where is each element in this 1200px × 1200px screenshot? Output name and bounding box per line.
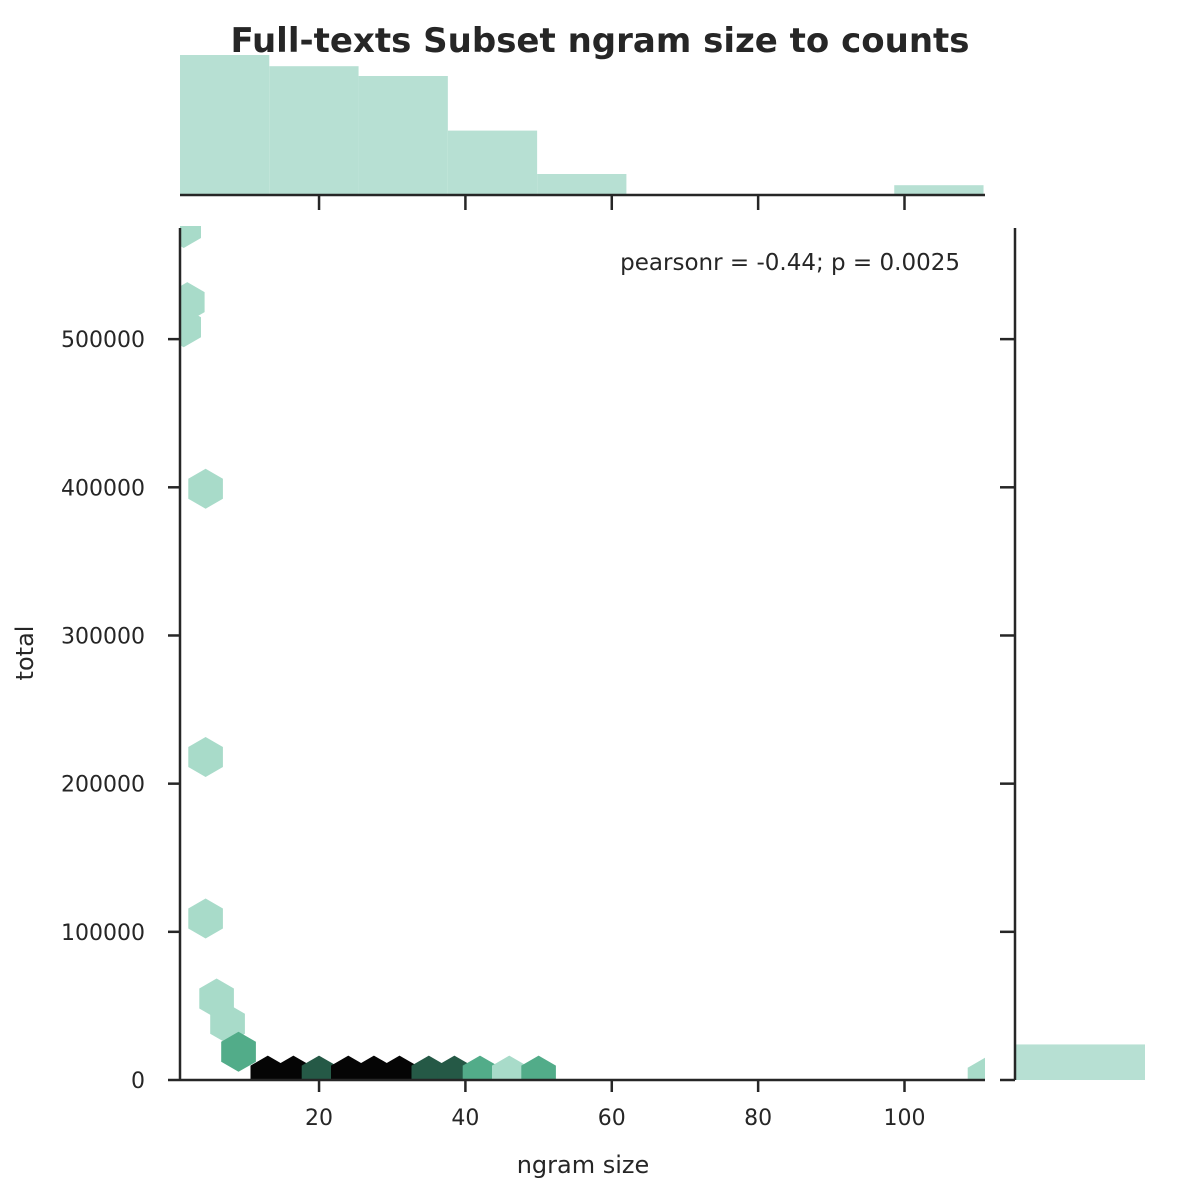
hexbin-cell xyxy=(521,1055,556,1080)
marginal-x-bar xyxy=(894,185,984,195)
x-axis-label: ngram size xyxy=(517,1151,650,1179)
marginal-x-bar xyxy=(358,76,448,195)
hexbin-cell xyxy=(188,898,223,939)
y-tick-label: 100000 xyxy=(61,921,145,946)
y-tick-label: 200000 xyxy=(61,773,145,798)
marginal-x-bar xyxy=(537,174,627,195)
y-tick-label: 500000 xyxy=(61,328,145,353)
pearson-annotation: pearsonr = -0.44; p = 0.0025 xyxy=(620,250,960,276)
marginal-x-bar xyxy=(447,130,538,195)
hexbin-cell xyxy=(301,1055,337,1080)
y-axis: 0 100000 200000 300000 400000 500000 xyxy=(61,228,182,1094)
hexbin-cell xyxy=(180,226,201,248)
marginal-y-bar xyxy=(1015,1044,1145,1080)
hexbin-plot-area xyxy=(180,226,985,1080)
y-axis-label: total xyxy=(11,626,39,681)
hexbin-cell xyxy=(188,468,223,509)
marginal-x-bar xyxy=(180,55,270,195)
hexbin-cell xyxy=(221,1031,256,1072)
y-tick-label: 400000 xyxy=(61,476,145,501)
chart-title: Full-texts Subset ngram size to counts xyxy=(230,21,969,61)
x-tick-label: 20 xyxy=(305,1106,333,1131)
marginal-y-histogram xyxy=(1015,1044,1145,1080)
x-tick-label: 100 xyxy=(884,1106,926,1131)
marginal-x-bar xyxy=(269,66,359,195)
x-tick-label: 80 xyxy=(744,1106,772,1131)
y-tick-label: 300000 xyxy=(61,624,145,649)
x-tick-label: 40 xyxy=(451,1106,479,1131)
right-marginal-axis xyxy=(1000,228,1017,1082)
top-marginal-axis xyxy=(180,193,985,210)
hexbin-cell xyxy=(180,307,201,348)
hexbin-cell xyxy=(188,737,223,777)
hexbin-cell xyxy=(492,1055,527,1080)
x-axis: 20 40 60 80 100 xyxy=(180,1078,985,1131)
hexbin-cell xyxy=(967,1057,985,1080)
marginal-x-histogram xyxy=(180,55,984,195)
hexbin-cell xyxy=(462,1055,498,1080)
hexbin-cell xyxy=(382,1055,417,1080)
y-tick-label: 0 xyxy=(131,1069,145,1094)
x-tick-label: 60 xyxy=(598,1106,626,1131)
